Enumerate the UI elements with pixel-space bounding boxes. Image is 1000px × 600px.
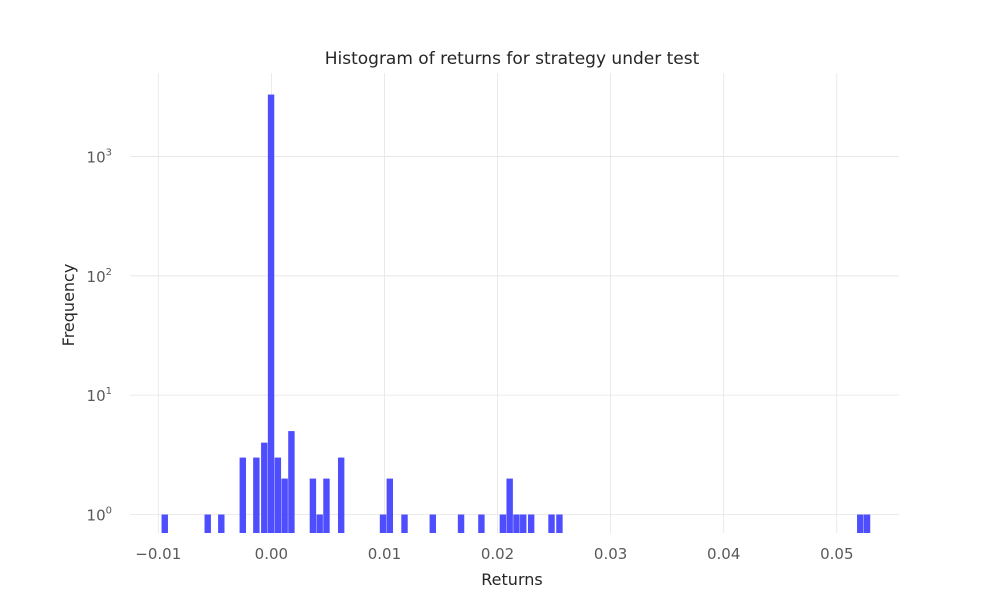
histogram-bar <box>281 478 288 533</box>
chart-title: Histogram of returns for strategy under … <box>325 49 700 69</box>
x-tick-labels: −0.01 0.00 0.01 0.02 0.03 0.04 0.05 <box>135 545 853 563</box>
histogram-bar <box>863 514 871 533</box>
histogram-bar <box>218 514 225 533</box>
histogram-bar <box>513 514 520 533</box>
histogram-bar <box>261 442 268 533</box>
bars <box>161 94 871 534</box>
histogram-bar <box>478 514 485 533</box>
histogram-bar <box>401 514 408 533</box>
y-tick-labels: 100 101 102 103 <box>87 147 112 524</box>
histogram-bar <box>548 514 555 533</box>
histogram-bar <box>288 431 295 533</box>
histogram-bar <box>527 514 535 533</box>
histogram-bar <box>457 514 465 533</box>
y-axis-label: Frequency <box>59 264 78 347</box>
histogram-bar <box>499 514 507 533</box>
x-tick-label: 0.00 <box>255 545 288 563</box>
histogram-bar <box>253 457 260 533</box>
histogram-bar <box>429 514 436 533</box>
x-tick-label: 0.01 <box>368 545 401 563</box>
histogram-bar <box>386 478 394 533</box>
histogram-bar <box>204 514 211 533</box>
histogram-bar <box>520 514 527 533</box>
histogram-bar <box>323 478 330 533</box>
histogram-bar <box>267 94 275 534</box>
histogram-bar <box>274 457 282 533</box>
histogram-bar <box>857 514 864 533</box>
histogram-bar <box>337 457 345 533</box>
y-tick-label: 102 <box>87 267 112 286</box>
histogram-bar <box>309 478 317 533</box>
histogram-bar <box>506 478 513 533</box>
x-axis-label: Returns <box>481 570 542 589</box>
histogram-bar <box>379 514 387 533</box>
y-tick-label: 101 <box>87 386 112 405</box>
histogram-bar <box>316 514 323 533</box>
x-tick-label: −0.01 <box>135 545 181 563</box>
y-tick-label: 103 <box>87 147 112 166</box>
x-tick-label: 0.05 <box>820 545 853 563</box>
x-tick-label: 0.04 <box>707 545 740 563</box>
x-tick-label: 0.03 <box>594 545 627 563</box>
x-tick-label: 0.02 <box>481 545 514 563</box>
histogram-bar <box>239 457 246 533</box>
y-tick-label: 100 <box>87 506 112 525</box>
histogram-bar <box>161 514 168 533</box>
histogram-bar <box>556 514 563 533</box>
